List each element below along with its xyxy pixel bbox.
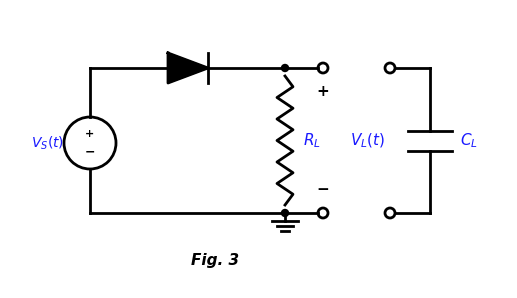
- Text: −: −: [85, 145, 95, 159]
- Text: Fig. 3: Fig. 3: [191, 252, 239, 268]
- Text: $\mathit{C_L}$: $\mathit{C_L}$: [460, 131, 478, 150]
- Text: $\mathit{V_S}$$(t)$: $\mathit{V_S}$$(t)$: [32, 134, 65, 152]
- Text: $\mathit{V_L}$$(t)$: $\mathit{V_L}$$(t)$: [350, 131, 385, 150]
- Circle shape: [281, 64, 288, 72]
- Text: $\mathit{R_L}$: $\mathit{R_L}$: [303, 131, 321, 150]
- Text: −: −: [316, 182, 329, 197]
- Polygon shape: [168, 53, 208, 83]
- Circle shape: [281, 209, 288, 217]
- Text: +: +: [85, 129, 95, 139]
- Text: +: +: [316, 84, 329, 99]
